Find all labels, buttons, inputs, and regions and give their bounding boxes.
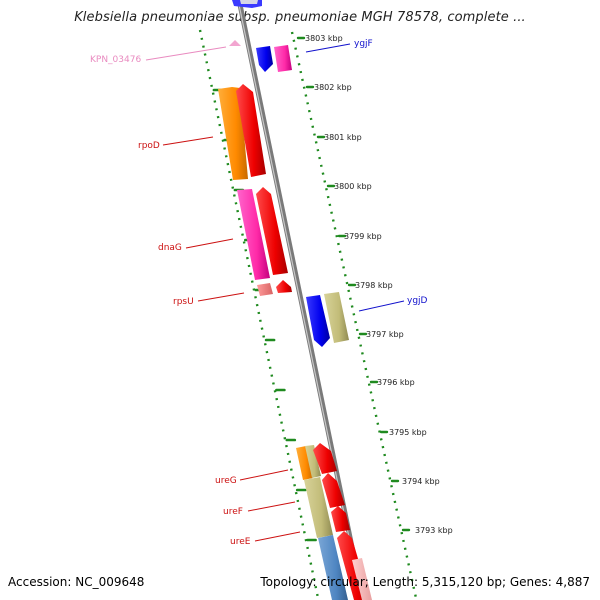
accession-text: Accession: NC_009648	[8, 575, 145, 589]
gene-ureG[interactable]	[313, 443, 337, 474]
gene-ygjF[interactable]	[256, 46, 273, 72]
gene-label-dnaG[interactable]: dnaG	[158, 243, 182, 253]
gene-dnaG[interactable]	[256, 187, 288, 275]
scale-label: 3802 kbp	[314, 83, 352, 92]
gene-dnaG-pink[interactable]	[237, 189, 270, 280]
outer-tick-track	[290, 31, 418, 599]
gene-ureD-pale[interactable]	[352, 558, 372, 600]
gene-KPN_03476[interactable]	[229, 40, 241, 46]
gene-label-ureF[interactable]: ureF	[223, 507, 243, 517]
scale-label: 3803 kbp	[305, 34, 343, 43]
gene-ygjD[interactable]	[306, 295, 330, 347]
genome-backbone	[236, 0, 366, 600]
scale-label: 3800 kbp	[334, 182, 372, 191]
gene-label-rpoD[interactable]: rpoD	[138, 141, 160, 151]
inner-tick-track	[198, 29, 320, 599]
gene-label-ygjF[interactable]: ygjF	[354, 39, 373, 49]
gene-ygjD-olive[interactable]	[324, 292, 349, 343]
gene-ureF[interactable]	[322, 473, 345, 508]
gene-ygjF-pink[interactable]	[274, 45, 292, 72]
scale-label: 3799 kbp	[344, 232, 382, 241]
gene-label-ureG[interactable]: ureG	[215, 476, 237, 486]
scale-label: 3801 kbp	[324, 133, 362, 142]
gene-ureF-olive[interactable]	[304, 477, 333, 538]
gene-ureD-steel[interactable]	[318, 535, 348, 600]
scale-label: 3798 kbp	[355, 281, 393, 290]
gene-label-rpsU[interactable]: rpsU	[173, 297, 194, 307]
gene-label-ygjD[interactable]: ygjD	[407, 296, 428, 306]
gene-rpoD[interactable]	[236, 84, 266, 177]
gene-ureE[interactable]	[331, 506, 350, 532]
scale-label: 3794 kbp	[402, 477, 440, 486]
gene-ureG-orange[interactable]	[296, 446, 313, 480]
scale-label: 3795 kbp	[389, 428, 427, 437]
inner-major-ticks	[212, 88, 317, 542]
scale-label: 3796 kbp	[377, 378, 415, 387]
gene-label-ureE[interactable]: ureE	[230, 537, 251, 547]
gene-label-KPN_03476[interactable]: KPN_03476	[90, 55, 141, 65]
scale-label: 3797 kbp	[366, 330, 404, 339]
label-connectors	[145, 43, 405, 542]
genome-stats-text: Topology: circular; Length: 5,315,120 bp…	[260, 575, 590, 589]
scale-ticks	[296, 36, 411, 532]
scale-label: 3793 kbp	[415, 526, 453, 535]
gene-ureG-olive[interactable]	[305, 445, 321, 478]
gene-rpsU-salmon[interactable]	[257, 283, 273, 296]
gene-rpsU[interactable]	[276, 280, 292, 293]
map-title: Klebsiella pneumoniae subsp. pneumoniae …	[74, 10, 526, 25]
